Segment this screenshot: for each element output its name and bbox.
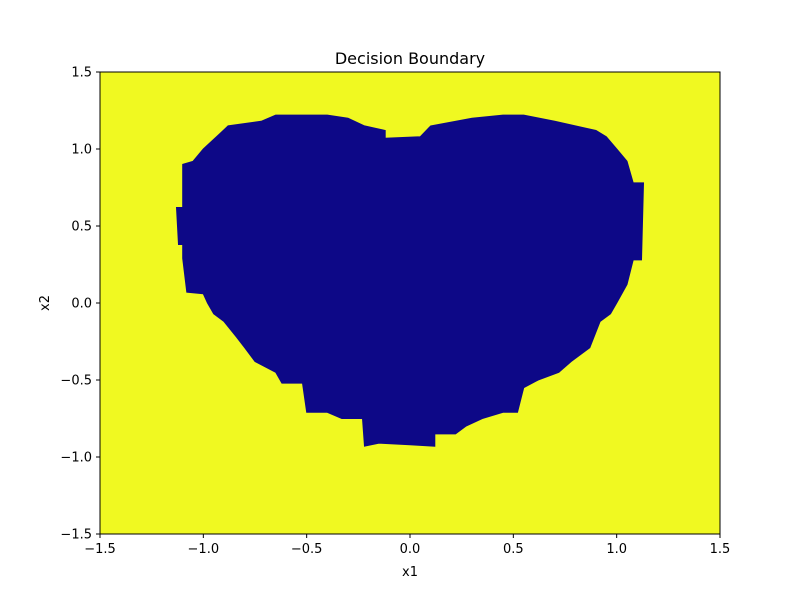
- y-tick-label: 0.5: [71, 220, 92, 235]
- y-axis-label: x2: [38, 295, 53, 311]
- y-tick-label: −1.0: [60, 451, 92, 466]
- y-tick-label: −0.5: [60, 374, 92, 389]
- x-tick-label: 0.5: [503, 542, 524, 557]
- x-axis: −1.5 −1.0 −0.5 0.0 0.5 1.0 1.5: [84, 534, 730, 557]
- class-1-region: [175, 114, 645, 447]
- x-tick-label: −1.5: [84, 542, 116, 557]
- x-axis-label: x1: [402, 565, 418, 580]
- plot-area: [99, 71, 721, 535]
- x-tick-label: 0.0: [400, 542, 421, 557]
- chart-title: Decision Boundary: [335, 49, 485, 68]
- y-tick-label: 0.0: [71, 297, 92, 312]
- x-tick-label: −1.0: [188, 542, 220, 557]
- y-tick-label: −1.5: [60, 528, 92, 543]
- y-tick-label: 1.5: [71, 66, 92, 81]
- x-tick-label: −0.5: [291, 542, 323, 557]
- x-tick-label: 1.0: [606, 542, 627, 557]
- y-axis: −1.5 −1.0 −0.5 0.0 0.5 1.0 1.5: [60, 66, 100, 543]
- y-tick-label: 1.0: [71, 143, 92, 158]
- x-tick-label: 1.5: [710, 542, 731, 557]
